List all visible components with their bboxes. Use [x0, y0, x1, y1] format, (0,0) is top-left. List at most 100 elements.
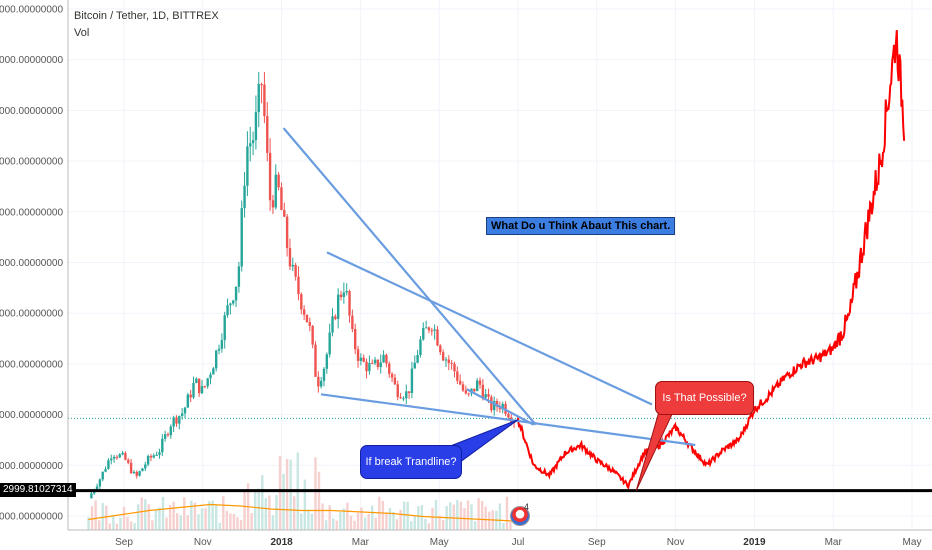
candle-body: [288, 248, 292, 267]
question-note[interactable]: What Do u Think Abaut This chart.: [486, 217, 676, 235]
volume-bar: [108, 523, 112, 530]
candle-body: [118, 454, 121, 458]
candle-body: [294, 264, 297, 277]
candle-body: [263, 84, 266, 117]
candle-body: [214, 350, 218, 369]
candle-body: [232, 300, 235, 304]
volume-bar: [133, 523, 136, 530]
volume-bar: [282, 473, 285, 530]
candle-body: [297, 276, 300, 295]
candle-body: [328, 332, 331, 355]
volume-bar: [144, 499, 147, 530]
candle-body: [416, 355, 419, 363]
volume-bar: [360, 507, 363, 530]
candle-body: [390, 373, 394, 378]
candle-body: [249, 143, 252, 147]
volume-bar: [477, 498, 480, 530]
volume-bar: [413, 516, 416, 530]
candle-body: [456, 371, 459, 381]
candle-body: [314, 344, 317, 377]
volume-bar: [232, 513, 236, 530]
candle-body: [419, 339, 422, 356]
volume-bar: [332, 518, 335, 530]
volume-bar: [161, 496, 165, 530]
x-tick-label: May: [903, 537, 922, 548]
volume-bar: [261, 475, 264, 530]
y-tick-label: 6000.00000000: [0, 410, 63, 421]
volume-bar: [300, 513, 303, 530]
volume-bar: [324, 520, 328, 530]
candle-body: [467, 393, 470, 395]
volume-bar: [214, 504, 218, 530]
candle-body: [237, 266, 241, 287]
candle-body: [447, 359, 451, 363]
x-tick-label: Nov: [667, 537, 685, 548]
candle-body: [155, 454, 158, 456]
volume-bar: [417, 506, 420, 530]
volume-bar: [122, 506, 126, 530]
candle-body: [424, 327, 428, 329]
trendline: [282, 127, 537, 426]
candle-body: [161, 438, 164, 453]
candle-body: [206, 378, 209, 387]
volume-bar: [314, 457, 317, 530]
callout-is-that-possible[interactable]: Is That Possible?: [655, 381, 754, 415]
volume-bar: [420, 505, 424, 530]
volume-bar: [172, 501, 175, 530]
candle-body: [444, 359, 448, 361]
volume-bar: [449, 502, 452, 530]
candle-body: [339, 294, 343, 298]
candle-body: [110, 458, 113, 461]
volume-moving-average: [88, 503, 515, 522]
volume-bar: [190, 500, 193, 530]
candle-body: [376, 359, 380, 368]
volume-bar: [335, 520, 338, 530]
volume-bar: [374, 517, 377, 530]
candle-body: [319, 380, 323, 387]
candle-body: [422, 328, 425, 340]
candle-body: [271, 200, 275, 208]
candle-body: [345, 291, 348, 293]
candle-body: [254, 112, 258, 141]
candle-body: [203, 386, 207, 388]
volume-bar: [168, 505, 172, 530]
candle-body: [246, 146, 249, 186]
candle-body: [427, 327, 431, 331]
volume-bar: [452, 504, 455, 530]
volume-bar: [254, 489, 257, 530]
candle-body: [311, 325, 314, 345]
candle-body: [351, 315, 354, 329]
volume-bar: [509, 520, 512, 530]
ideas-flag-icon[interactable]: [510, 506, 530, 526]
volume-bar: [438, 515, 441, 530]
candle-body: [223, 315, 226, 341]
x-tick-label: 2018: [270, 537, 293, 548]
volume-bar: [211, 500, 214, 530]
volume-bar: [236, 517, 239, 530]
candle-body: [382, 354, 385, 363]
candle-body: [487, 394, 490, 397]
candle-body: [141, 468, 144, 472]
candle-body: [481, 384, 485, 398]
candle-body: [197, 378, 201, 394]
volume-bar: [97, 520, 101, 530]
candle-body: [266, 116, 269, 153]
volume-bar: [328, 505, 331, 530]
volume-bar: [243, 489, 246, 530]
volume-bar: [424, 518, 427, 530]
projection-path: [517, 30, 906, 490]
candle-body: [379, 362, 382, 368]
candle-body: [220, 340, 224, 349]
candle-body: [104, 468, 107, 472]
candle-body: [229, 303, 232, 306]
x-tick-label: Jul: [512, 537, 525, 548]
volume-bar: [356, 512, 360, 530]
candle-body: [243, 185, 246, 209]
callout-break-trendline[interactable]: If break Trandline?: [360, 445, 462, 479]
volume-bar: [473, 521, 477, 530]
y-tick-label: 4000.00000000: [0, 461, 63, 472]
candle-body: [166, 434, 170, 436]
y-tick-label: 10000.00000000: [0, 309, 63, 320]
volume-bar: [381, 500, 385, 530]
